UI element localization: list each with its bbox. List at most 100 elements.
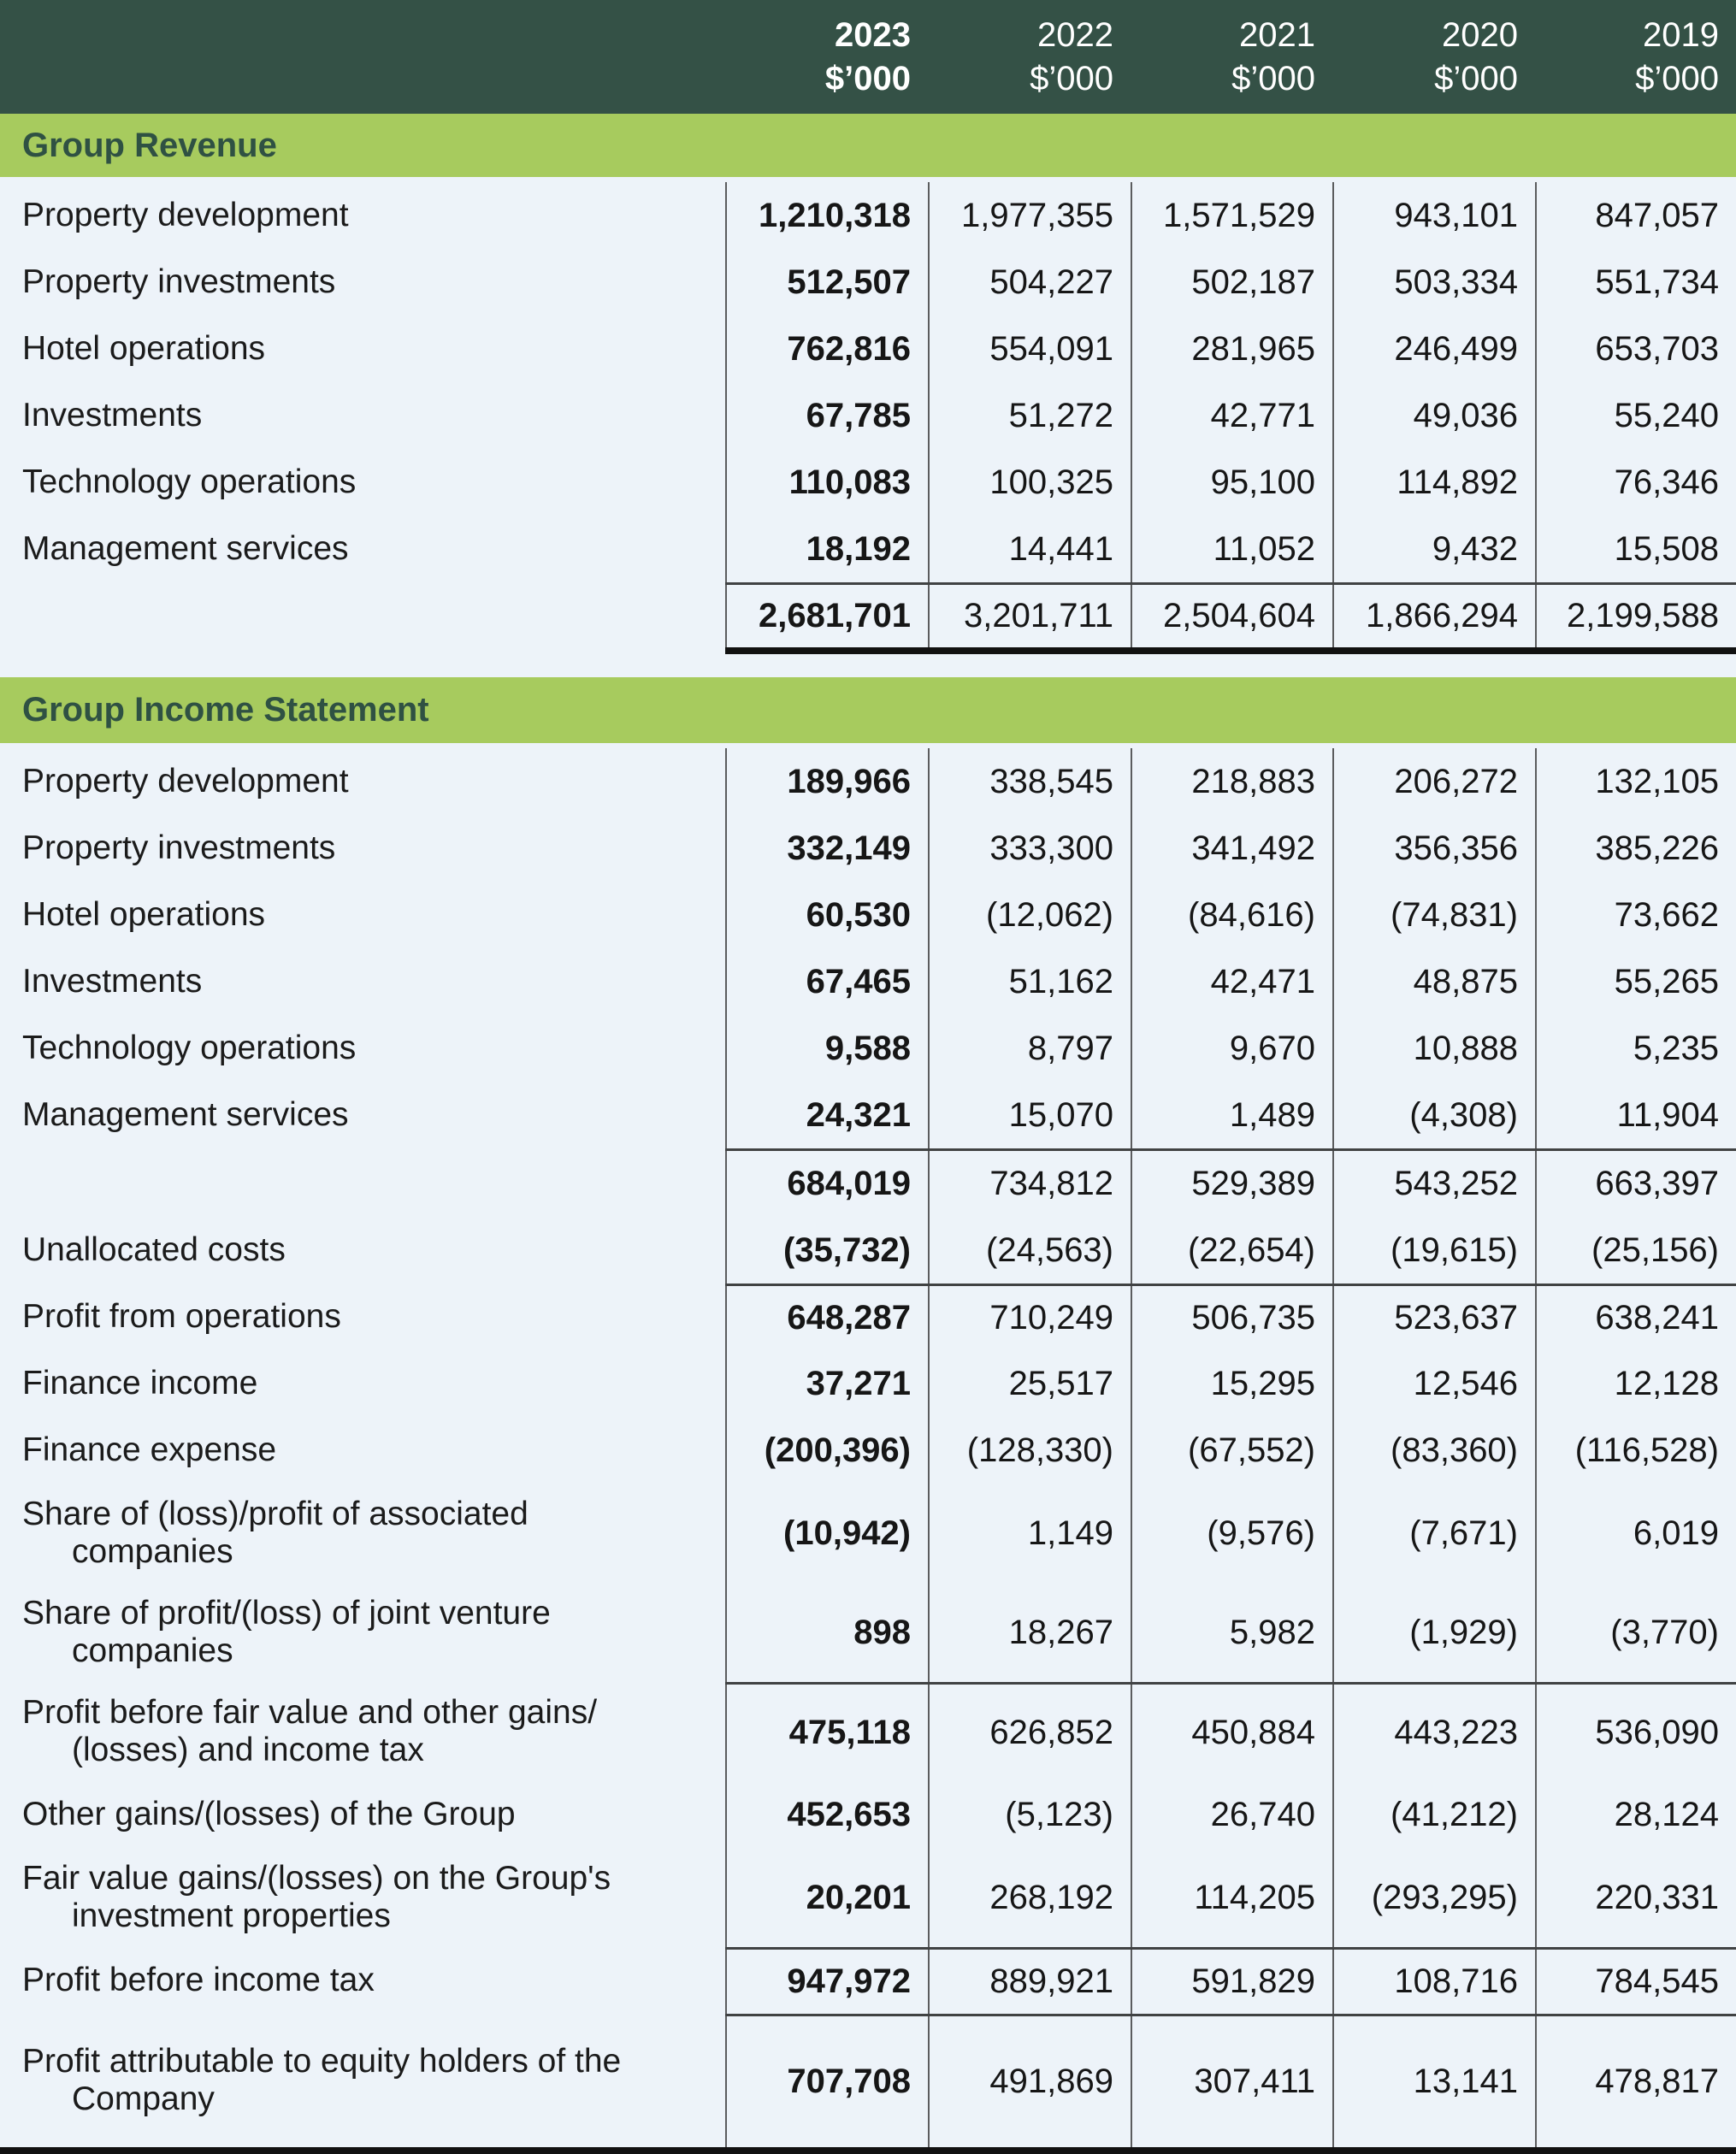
value-cell-2021: 1,571,529: [1131, 182, 1332, 249]
value-cell-2022: 333,300: [928, 815, 1131, 882]
column-header-2019: 2019 $’000: [1535, 0, 1736, 114]
value-cell-2019: 15,508: [1535, 516, 1736, 582]
value-cell-2021: 42,471: [1131, 948, 1332, 1015]
row-label: [0, 1171, 725, 1195]
value-cell-2019: 663,397: [1535, 1151, 1736, 1217]
table-row: Property development 189,966 338,545 218,88…: [0, 748, 1736, 815]
row-label: Property development: [22, 197, 349, 233]
row-values: 24,321 15,070 1,489 (4,308) 11,904: [725, 1082, 1736, 1148]
value-cell-2020: 10,888: [1332, 1015, 1535, 1082]
value-cell-2019: (3,770): [1535, 1583, 1736, 1682]
value-cell-2022: 51,162: [928, 948, 1131, 1015]
value-cell-2021: 5,982: [1131, 1583, 1332, 1682]
table-row: Technology operations 110,083 100,325 95,10…: [0, 449, 1736, 516]
value-cell-2020: 943,101: [1332, 182, 1535, 249]
table-row: Investments 67,465 51,162 42,471 48,875 55,26…: [0, 948, 1736, 1015]
value-cell-2023: 707,708: [725, 2016, 928, 2147]
section-group-revenue: Group Revenue Property development 1,210,…: [0, 114, 1736, 677]
value-cell-2020: 246,499: [1332, 316, 1535, 382]
section-rows: Property development 1,210,318 1,977,355 1,…: [0, 177, 1736, 654]
value-cell-2021: (67,552): [1131, 1417, 1332, 1484]
value-cell-2021: (22,654): [1131, 1217, 1332, 1284]
row-values: 110,083 100,325 95,100 114,892 76,346: [725, 449, 1736, 516]
column-unit: $’000: [1030, 59, 1113, 97]
table-row: Profit before income tax 947,972 889,921 59…: [0, 1947, 1736, 2014]
value-cell-2022: 889,921: [928, 1950, 1131, 2014]
row-values: 707,708 491,869 307,411 13,141 478,817: [725, 2014, 1736, 2147]
row-values: 18,192 14,441 11,052 9,432 15,508: [725, 516, 1736, 582]
section-title: Group Revenue: [22, 126, 277, 164]
table-row: Technology operations 9,588 8,797 9,670 10,8…: [0, 1015, 1736, 1082]
value-cell-2023: 947,972: [725, 1950, 928, 2014]
row-values: 37,271 25,517 15,295 12,546 12,128: [725, 1350, 1736, 1417]
row-values: 648,287 710,249 506,735 523,637 638,241: [725, 1284, 1736, 1350]
value-cell-2020: 443,223: [1332, 1685, 1535, 1781]
value-cell-2021: 1,489: [1131, 1082, 1332, 1148]
column-year: 2020: [1442, 15, 1518, 54]
value-cell-2022: 1,977,355: [928, 182, 1131, 249]
value-cell-2019: 220,331: [1535, 1848, 1736, 1947]
row-values: 332,149 333,300 341,492 356,356 385,226: [725, 815, 1736, 882]
value-cell-2022: 8,797: [928, 1015, 1131, 1082]
row-label: Technology operations: [22, 463, 357, 500]
value-cell-2023: 20,201: [725, 1848, 928, 1947]
value-cell-2023: (10,942): [725, 1484, 928, 1583]
value-cell-2023: (35,732): [725, 1217, 928, 1284]
value-cell-2020: (41,212): [1332, 1781, 1535, 1848]
row-label: Profit before fair value and other gains…: [22, 1694, 598, 1768]
value-cell-2023: 452,653: [725, 1781, 928, 1848]
row-values: 67,465 51,162 42,471 48,875 55,265: [725, 948, 1736, 1015]
value-cell-2023: 762,816: [725, 316, 928, 382]
value-cell-2022: 25,517: [928, 1350, 1131, 1417]
column-header-2022: 2022 $’000: [928, 0, 1131, 114]
value-cell-2020: 48,875: [1332, 948, 1535, 1015]
section-title: Group Income Statement: [22, 691, 429, 729]
value-cell-2021: 281,965: [1131, 316, 1332, 382]
value-cell-2021: 341,492: [1131, 815, 1332, 882]
value-cell-2021: 15,295: [1131, 1350, 1332, 1417]
table-row: Profit attributable to equity holders of…: [0, 2014, 1736, 2147]
value-cell-2019: (25,156): [1535, 1217, 1736, 1284]
value-cell-2021: 95,100: [1131, 449, 1332, 516]
row-values: 9,588 8,797 9,670 10,888 5,235: [725, 1015, 1736, 1082]
value-cell-2023: 189,966: [725, 748, 928, 815]
row-values: 762,816 554,091 281,965 246,499 653,703: [725, 316, 1736, 382]
value-cell-2022: 626,852: [928, 1685, 1131, 1781]
value-cell-2021: 307,411: [1131, 2016, 1332, 2147]
row-label: Share of profit/(loss) of joint venture …: [22, 1595, 551, 1669]
row-label: Unallocated costs: [22, 1231, 286, 1268]
row-values: 189,966 338,545 218,883 206,272 132,105: [725, 748, 1736, 815]
value-cell-2023: 512,507: [725, 249, 928, 316]
value-cell-2021: 2,504,604: [1131, 585, 1332, 647]
value-cell-2023: 67,785: [725, 382, 928, 449]
total-row: 2,681,701 3,201,711 2,504,604 1,866,294 2,19…: [0, 582, 1736, 654]
value-cell-2022: (12,062): [928, 882, 1131, 948]
value-cell-2021: 450,884: [1131, 1685, 1332, 1781]
value-cell-2023: 898: [725, 1583, 928, 1682]
value-cell-2020: 206,272: [1332, 748, 1535, 815]
value-cell-2023: 9,588: [725, 1015, 928, 1082]
value-cell-2023: 67,465: [725, 948, 928, 1015]
value-cell-2022: 100,325: [928, 449, 1131, 516]
value-cell-2019: 28,124: [1535, 1781, 1736, 1848]
table-row: Finance expense (200,396) (128,330) (67,552…: [0, 1417, 1736, 1484]
value-cell-2023: 684,019: [725, 1151, 928, 1217]
value-cell-2023: 332,149: [725, 815, 928, 882]
value-cell-2019: 6,019: [1535, 1484, 1736, 1583]
column-header-2023: 2023 $’000: [725, 0, 928, 114]
table-row: Investments 67,785 51,272 42,771 49,036 55,24…: [0, 382, 1736, 449]
row-label: Property investments: [22, 829, 336, 866]
value-cell-2019: 784,545: [1535, 1950, 1736, 2014]
value-cell-2020: (74,831): [1332, 882, 1535, 948]
column-unit: $’000: [1434, 59, 1518, 97]
row-label: Property investments: [22, 263, 336, 300]
row-label: Finance income: [22, 1365, 258, 1402]
table-row: Hotel operations 762,816 554,091 281,965 246…: [0, 316, 1736, 382]
row-values: (200,396) (128,330) (67,552) (83,360) (116,5…: [725, 1417, 1736, 1484]
row-label: Management services: [22, 1096, 349, 1133]
value-cell-2019: 5,235: [1535, 1015, 1736, 1082]
row-label: Profit from operations: [22, 1298, 341, 1335]
value-cell-2023: 24,321: [725, 1082, 928, 1148]
row-values: 20,201 268,192 114,205 (293,295) 220,331: [725, 1848, 1736, 1947]
value-cell-2020: (19,615): [1332, 1217, 1535, 1284]
